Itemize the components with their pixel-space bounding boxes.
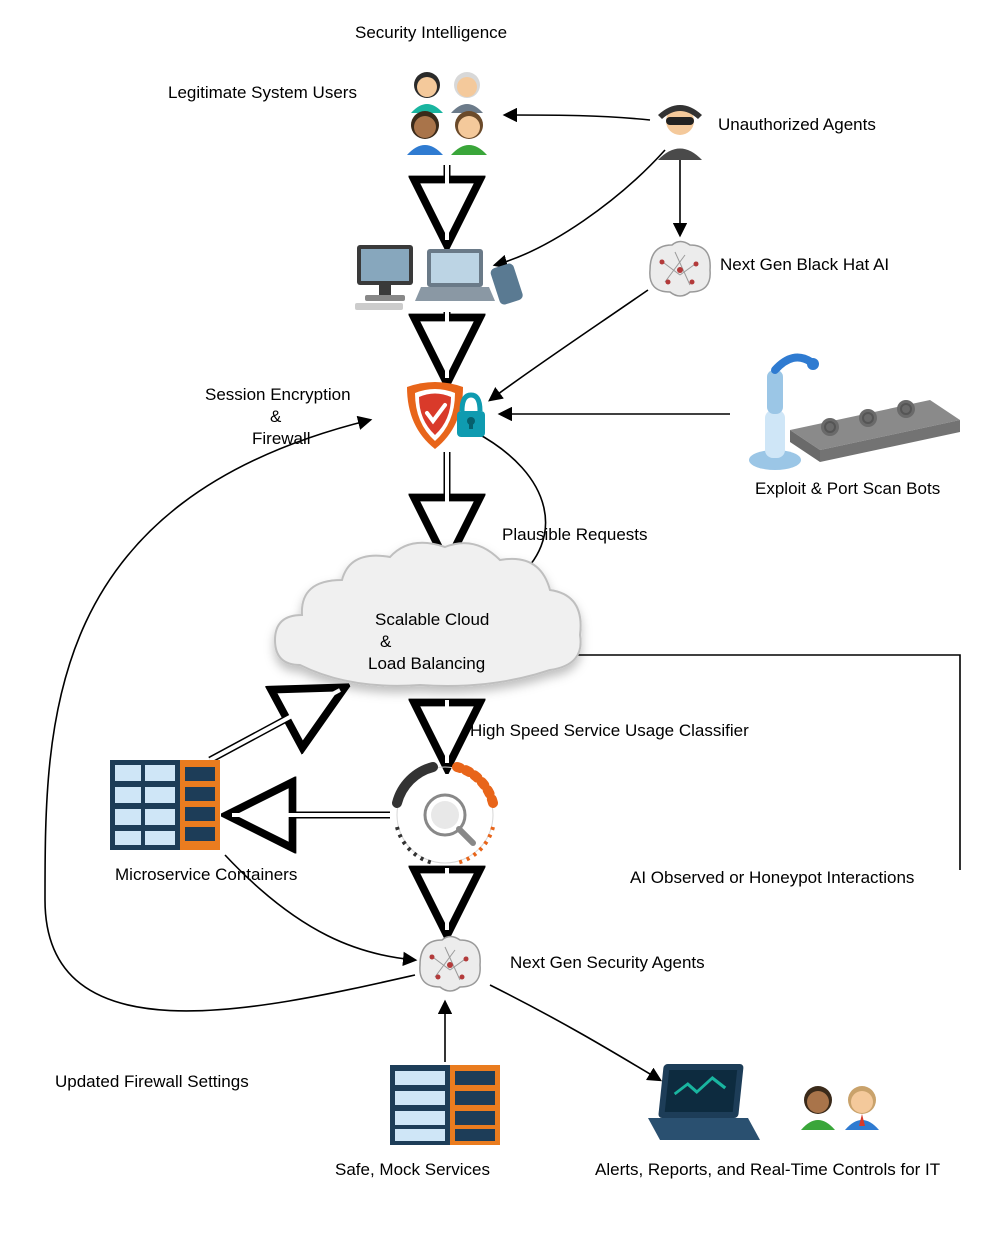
mock-services-icon [390, 1065, 500, 1145]
label-unauth: Unauthorized Agents [718, 115, 876, 134]
label-cloud2: & [380, 632, 392, 651]
label-cloud3: Load Balancing [368, 654, 485, 673]
label-alerts: Alerts, Reports, and Real-Time Controls … [595, 1160, 940, 1179]
label-fw_update: Updated Firewall Settings [55, 1072, 249, 1091]
label-plausible: Plausible Requests [502, 525, 648, 544]
security-agent-brain-icon [420, 937, 480, 992]
label-sec_agents: Next Gen Security Agents [510, 953, 705, 972]
shield-lock-icon [407, 382, 485, 449]
label-mock: Safe, Mock Services [335, 1160, 490, 1179]
label-cloud1: Scalable Cloud [375, 610, 489, 629]
label-blackhat: Next Gen Black Hat AI [720, 255, 889, 274]
security-architecture-diagram: Security Intelligence Legitimate System U… [0, 0, 1000, 1239]
label-bots: Exploit & Port Scan Bots [755, 479, 940, 498]
label-classifier: High Speed Service Usage Classifier [470, 721, 749, 740]
report-laptop-icon [648, 1064, 760, 1140]
classifier-lens-icon [397, 767, 493, 863]
label-session_fw3: Firewall [252, 429, 311, 448]
robot-conveyor-icon [749, 358, 960, 471]
label-honeypot: AI Observed or Honeypot Interactions [630, 868, 914, 887]
users-icon [407, 72, 487, 155]
label-micro: Microservice Containers [115, 865, 297, 884]
hacker-icon [658, 105, 702, 160]
microservice-containers-icon [110, 760, 220, 850]
devices-icon [355, 245, 524, 310]
label-session_fw2: & [270, 407, 282, 426]
blackhat-ai-icon [650, 242, 710, 297]
it-staff-icon [801, 1086, 879, 1130]
label-sec_intel: Security Intelligence [355, 23, 507, 42]
label-legit_users: Legitimate System Users [168, 83, 357, 102]
label-session_fw1: Session Encryption [205, 385, 351, 404]
